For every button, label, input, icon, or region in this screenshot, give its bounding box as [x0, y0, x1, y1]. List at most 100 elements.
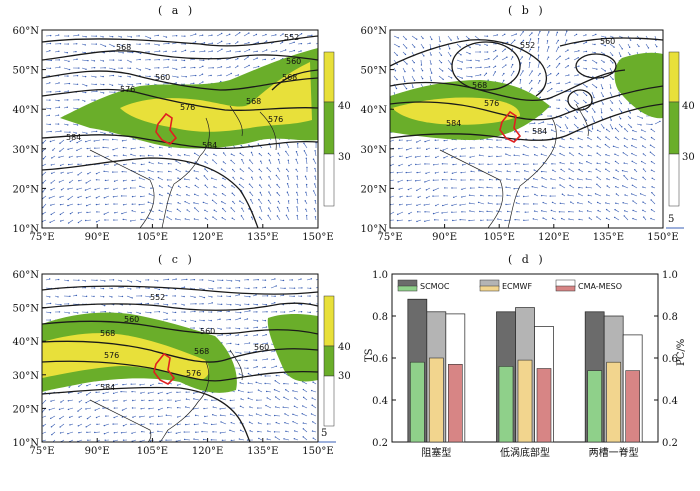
wind-arrow-head	[604, 70, 607, 72]
wind-arrow-head	[165, 439, 167, 441]
wind-arrow-head	[60, 172, 62, 174]
wind-arrow-head	[229, 429, 231, 431]
wind-arrow-head	[478, 170, 480, 172]
wind-arrow-head	[294, 397, 296, 399]
wind-arrow-head	[433, 219, 436, 221]
wind-arrow-head	[542, 121, 545, 123]
wind-arrow	[416, 219, 422, 222]
y-tick-label: 40°N	[361, 105, 388, 116]
wind-arrow-head	[257, 407, 259, 409]
wind-arrow-head	[184, 406, 187, 408]
wind-arrow-head	[533, 178, 535, 180]
wind-arrow	[398, 179, 404, 183]
wind-arrow-head	[522, 153, 524, 156]
wind-arrow-head	[183, 154, 186, 156]
wind-arrow-head	[451, 204, 453, 207]
wind-arrow-head	[67, 90, 69, 92]
wind-arrow-head	[120, 59, 122, 61]
wind-arrow-head	[320, 334, 321, 335]
wind-arrow-head	[67, 222, 70, 224]
wind-arrow-head	[586, 111, 589, 113]
wind-arrow-head	[122, 218, 124, 221]
wind-arrow	[153, 287, 160, 290]
wind-arrow-head	[210, 423, 213, 426]
wind-arrow	[42, 139, 47, 144]
wind-arrow	[483, 58, 489, 61]
wind-arrow	[198, 50, 205, 53]
wind-arrow-head	[240, 144, 242, 147]
wind-arrow	[474, 35, 480, 40]
wind-arrow-head	[184, 178, 186, 180]
wind-arrow	[591, 115, 595, 122]
wind-arrow-head	[138, 170, 140, 172]
wind-arrow	[177, 209, 182, 213]
wind-arrow	[77, 439, 83, 442]
wind-arrow-head	[185, 391, 187, 393]
wind-arrow-head	[394, 70, 397, 72]
wind-arrow-head	[441, 204, 444, 207]
bar-ts-ecmwf	[429, 357, 444, 443]
wind-arrow-head	[284, 421, 286, 424]
wind-arrow-head	[404, 80, 406, 83]
wind-arrow-head	[602, 95, 604, 98]
wind-arrow	[130, 219, 137, 222]
wind-arrow-head	[165, 50, 167, 53]
wind-arrow-head	[166, 179, 169, 181]
wind-arrow	[222, 217, 227, 221]
wind-arrow	[103, 147, 110, 149]
wind-arrow-head	[286, 183, 289, 185]
wind-arrow-head	[138, 177, 141, 179]
wind-arrow-head	[257, 430, 259, 433]
wind-arrow-head	[453, 196, 455, 199]
bar-ts-scmoc	[498, 366, 514, 443]
wind-arrow	[249, 183, 254, 189]
wind-arrow	[286, 142, 290, 149]
svg-text:560: 560	[155, 73, 170, 82]
wind-arrow-head	[204, 184, 206, 186]
wind-arrow	[447, 43, 450, 49]
wind-arrow-head	[241, 207, 243, 210]
wind-arrow	[460, 203, 467, 206]
wind-arrow-head	[496, 203, 498, 205]
wind-arrow	[99, 279, 105, 282]
wind-arrow	[474, 67, 481, 69]
wind-arrow-head	[95, 221, 98, 223]
wind-arrow	[241, 215, 245, 221]
wind-arrow	[135, 67, 141, 71]
wind-arrow-head	[319, 58, 320, 59]
wind-arrow	[591, 91, 595, 98]
y-tick-label: 10°N	[13, 438, 40, 449]
wind-arrow-head	[268, 159, 271, 161]
wind-arrow	[99, 131, 106, 134]
wind-arrow-head	[221, 48, 223, 50]
wind-arrow-head	[122, 383, 124, 386]
wind-arrow-head	[78, 416, 80, 418]
wind-arrow-head	[96, 279, 98, 282]
wind-arrow	[528, 38, 531, 45]
wind-arrow-head	[498, 186, 500, 189]
wind-arrow-head	[158, 185, 161, 187]
wind-arrow	[578, 169, 584, 173]
wind-arrow-head	[273, 358, 275, 361]
y2-tick-label: 0.6	[662, 354, 678, 365]
wind-arrow-head	[237, 414, 240, 416]
wind-arrow-head	[569, 184, 571, 187]
wind-arrow-head	[319, 99, 320, 100]
wind-arrow	[148, 169, 155, 173]
wind-arrow-head	[405, 38, 407, 41]
wind-arrow-head	[439, 40, 441, 43]
wind-arrow-head	[67, 198, 69, 201]
wind-arrow	[393, 51, 398, 56]
wind-arrow	[220, 398, 227, 401]
wind-arrow-head	[268, 176, 270, 178]
wind-arrow-head	[111, 133, 114, 135]
wind-arrow	[198, 295, 205, 298]
wind-arrow-head	[293, 405, 296, 407]
wind-arrow-head	[514, 218, 516, 221]
x-tick-label: 90°E	[432, 232, 457, 243]
wind-arrow-head	[149, 384, 152, 387]
wind-arrow-head	[103, 52, 105, 54]
wind-arrow-head	[130, 36, 133, 38]
wind-arrow-head	[212, 406, 214, 408]
wind-arrow-head	[139, 416, 141, 418]
